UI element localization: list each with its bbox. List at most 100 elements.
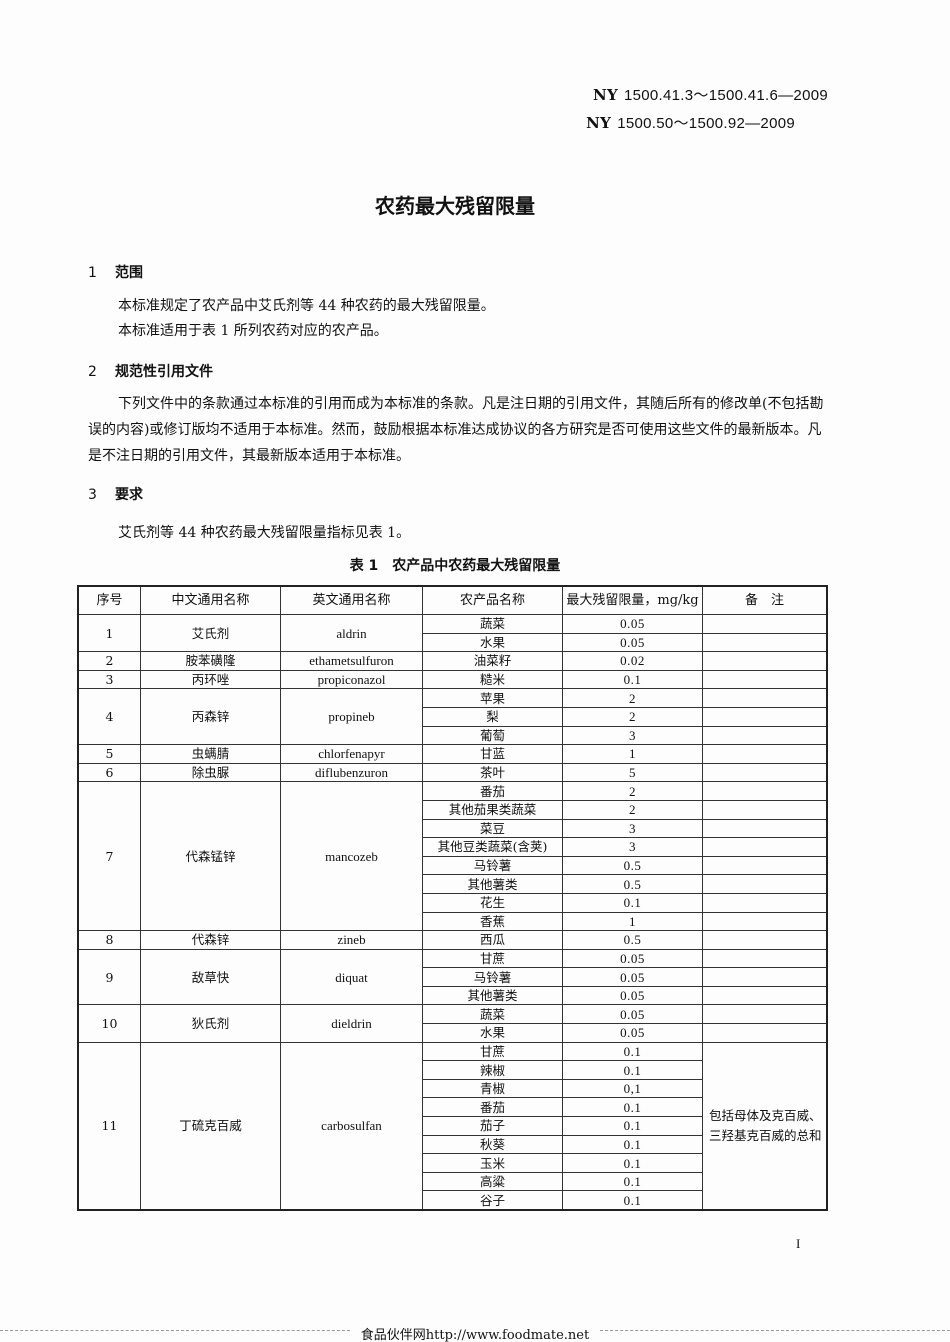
cell-mrl: 3 [562, 818, 703, 839]
cell-remark [702, 799, 828, 820]
section-3-para: 艾氏剂等 44 种农药最大残留限量指标见表 1。 [118, 525, 411, 541]
standard-number-1: NY 1500.41.3～1500.41.6—2009 [593, 84, 828, 105]
cell-remark [702, 911, 828, 932]
cell-mrl: 0.1 [562, 892, 703, 913]
cell-cn-name: 丁硫克百威 [140, 1041, 281, 1211]
cell-remark [702, 725, 828, 746]
cell-mrl: 0.1 [562, 669, 703, 690]
cell-product: 水果 [422, 1023, 563, 1043]
document-title: 农药最大残留限量 [375, 194, 535, 218]
cell-product: 苹果 [422, 688, 563, 708]
cell-remark [702, 669, 828, 690]
cell-remark [702, 855, 828, 876]
std-code: 1500.41.3～1500.41.6—2009 [623, 87, 828, 104]
table-row: 其他薯类 0.5 [78, 874, 828, 894]
cell-mrl: 5 [562, 762, 703, 783]
cell-en-name: zineb [280, 930, 423, 950]
cell-en-name: carbosulfan [280, 1041, 423, 1211]
col-header-product: 农产品名称 [422, 585, 563, 615]
cell-remark [702, 818, 828, 839]
cell-product: 水果 [422, 632, 563, 653]
cell-cn-name: 胺苯磺隆 [140, 651, 281, 671]
cell-product: 青椒 [422, 1078, 563, 1099]
standard-number-2: NY 1500.50～1500.92—2009 [586, 112, 795, 133]
table-caption: 表 1 农产品中农药最大残留限量 [349, 558, 561, 574]
cell-product: 菜豆 [422, 818, 563, 839]
table-row: 9 敌草快 diquat 甘蔗 0.05 [77, 948, 828, 1006]
table-row: 4 丙森锌 propineb 苹果 2 [77, 688, 828, 746]
cell-mrl: 0.1 [562, 1190, 703, 1211]
cell-en-name: propiconazol [280, 669, 423, 690]
section-title: 规范性引用文件 [115, 364, 213, 380]
cell-remark [702, 1004, 828, 1025]
cell-remark [702, 874, 828, 894]
std-prefix: NY [592, 86, 618, 104]
cell-product: 其他茄果类蔬菜 [422, 799, 563, 820]
residue-limits-table: 序号 中文通用名称 英文通用名称 农产品名称 最大残留限量，mg/kg 备 注 … [77, 585, 828, 1211]
cell-en-name: ethametsulfuron [280, 651, 423, 671]
table-row: 11 丁硫克百威 carbosulfan 甘蔗 0.1 包括母体及克百威、三羟基克百威的总… [77, 1041, 828, 1211]
cell-product: 辣椒 [422, 1060, 563, 1080]
section-title: 范围 [115, 265, 143, 281]
cell-product: 蔬菜 [422, 614, 563, 634]
cell-no: 9 [77, 948, 141, 1006]
cell-product: 茶叶 [422, 762, 563, 783]
cell-cn-name: 丙森锌 [140, 688, 281, 746]
cell-remark [702, 781, 828, 801]
cell-remark [702, 706, 828, 727]
page-number: I [796, 1236, 801, 1251]
cell-mrl: 0.05 [562, 948, 703, 969]
cell-no: 2 [77, 651, 141, 671]
table-row: 1 艾氏剂 aldrin 蔬菜 0.05 [77, 613, 828, 653]
table-row: 青椒 0,1 [78, 1078, 827, 1099]
table-row: 8 代森锌 zineb 西瓜 0.5 [77, 930, 828, 950]
table-row: 其他茄果类蔬菜 2 [78, 799, 828, 820]
cell-remark [702, 762, 828, 783]
col-header-cn-name: 中文通用名称 [140, 585, 281, 615]
cell-mrl: 0.1 [562, 1134, 703, 1155]
cell-product: 高粱 [422, 1171, 563, 1192]
cell-product: 花生 [422, 892, 563, 913]
cell-product: 秋葵 [422, 1134, 563, 1155]
table-row: 花生 0.1 [78, 892, 828, 913]
cell-mrl: 2 [562, 706, 703, 727]
table-row: 高粱 0.1 [78, 1171, 827, 1192]
col-header-no: 序号 [77, 585, 141, 615]
table-row: 马铃薯 0.05 [78, 967, 828, 987]
cell-en-name: propineb [280, 688, 423, 746]
cell-product: 蔬菜 [422, 1004, 563, 1025]
cell-product: 甘蔗 [422, 948, 563, 969]
cell-mrl: 0.1 [562, 1171, 703, 1192]
col-header-remark: 备 注 [702, 585, 828, 615]
cell-product: 谷子 [422, 1190, 563, 1211]
cell-product: 其他豆类蔬菜(含荚) [422, 837, 563, 857]
footer-divider [0, 1330, 350, 1331]
cell-cn-name: 丙环唑 [140, 669, 281, 690]
cell-product: 香蕉 [422, 911, 563, 932]
section-2-para: 下列文件中的条款通过本标准的引用而成为本标准的条款。凡是注日期的引用文件，其随后… [88, 396, 824, 464]
cell-en-name: mancozeb [280, 781, 423, 932]
cell-mrl: 2 [562, 688, 703, 708]
cell-product: 马铃薯 [422, 855, 563, 876]
cell-mrl: 0.1 [562, 1041, 703, 1062]
section-number: 2 [88, 364, 97, 380]
cell-mrl: 0.05 [562, 1004, 703, 1025]
cell-no: 1 [77, 613, 141, 653]
cell-mrl: 0.05 [562, 967, 703, 987]
table-row: 谷子 0.1 [78, 1190, 827, 1211]
cell-en-name: diflubenzuron [280, 762, 423, 783]
cell-product: 番茄 [422, 781, 563, 801]
cell-mrl: 2 [562, 799, 703, 820]
footer-divider [600, 1330, 950, 1331]
cell-product: 其他薯类 [422, 874, 563, 894]
table-row: 番茄 0.1 [78, 1097, 827, 1118]
cell-product: 玉米 [422, 1153, 563, 1173]
cell-no: 3 [77, 669, 141, 690]
cell-mrl: 0.5 [562, 930, 703, 950]
cell-mrl: 0.5 [562, 855, 703, 876]
cell-remark [702, 967, 828, 987]
cell-mrl: 2 [562, 781, 703, 801]
cell-cn-name: 艾氏剂 [140, 613, 281, 653]
